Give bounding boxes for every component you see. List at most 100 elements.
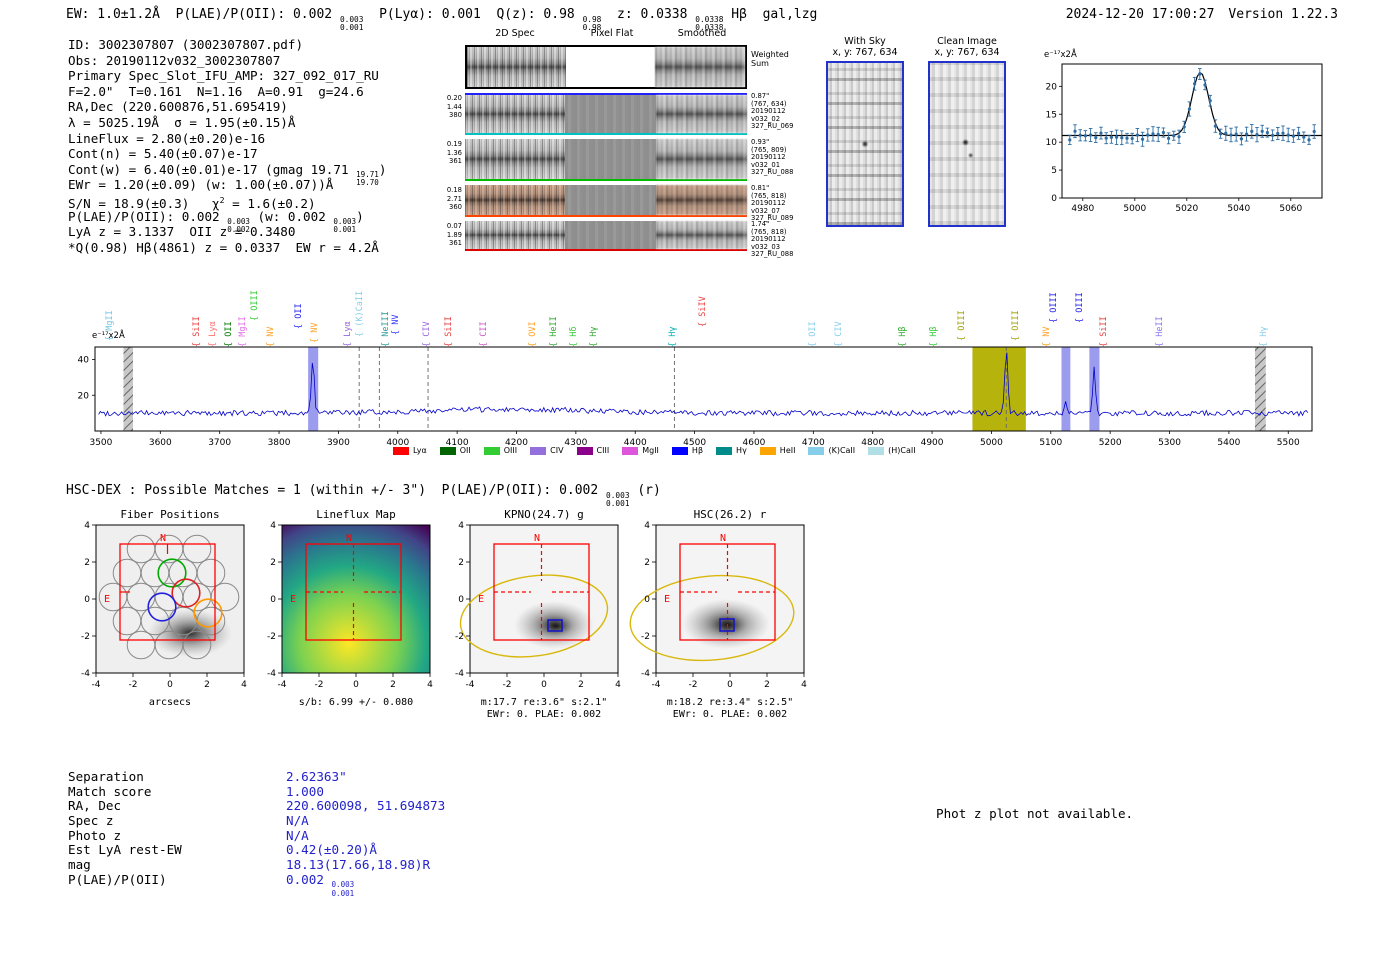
spectral-line-label: { OIII: [250, 290, 261, 321]
report-version: Version 1.22.3: [1228, 7, 1338, 22]
info-line: F=2.0" T=0.161 N=1.16 A=0.91 g=24.6: [68, 83, 364, 99]
spectral-line-label: { NV: [391, 314, 402, 335]
match-value: 220.600098, 51.694873: [286, 798, 446, 814]
kpno-g-plot: N E -4-4 -2 -2 0 0 2 2 4 4: [455, 521, 621, 690]
smoothed-image: [655, 47, 745, 87]
svg-text:5000: 5000: [980, 438, 1003, 448]
match-label: mag: [68, 857, 91, 873]
match-label: Separation: [68, 769, 144, 784]
svg-text:0: 0: [270, 595, 276, 605]
cutout-caption: EWr: 0. PLAE: 0.002: [486, 709, 602, 720]
svg-text:4200: 4200: [505, 438, 528, 448]
svg-text:4300: 4300: [564, 438, 587, 448]
spec2d-strips: [465, 139, 747, 181]
legend-swatch: [622, 446, 639, 455]
info-line: Cont(w) = 6.40(±0.01)e-17 (gmag 19.71 19…: [68, 161, 387, 188]
row-scale-labels: 0.18 2.71 360: [446, 186, 462, 211]
spectral-line-label: { OIII: [1074, 292, 1085, 323]
svg-text:4980: 4980: [1071, 204, 1094, 214]
svg-text:-4: -4: [466, 680, 475, 690]
spec2d-row: 0.18 2.71 360 0.81" (765, 818) 20190112 v032_0…: [443, 184, 815, 222]
svg-text:-4: -4: [267, 669, 276, 679]
svg-text:2: 2: [644, 558, 650, 568]
spectrum-ylabel: e⁻¹⁷x2Å: [92, 331, 125, 341]
match-label: Photo z: [68, 827, 122, 843]
legend-label: Hγ: [736, 446, 747, 455]
svg-text:3500: 3500: [89, 438, 112, 448]
row-scale-labels: 0.19 1.36 361: [446, 140, 462, 165]
tint-overlay: [465, 185, 565, 215]
legend-swatch: [808, 446, 825, 455]
svg-text:2: 2: [458, 558, 464, 568]
cutout-caption: m:18.2 re:3.4" s:2.5": [666, 697, 794, 708]
full-spectrum-chart: 3500 3600 3700 3800 3900 4000 4100 4200 4300 4400…: [78, 346, 1313, 448]
fiber-highlight-red: [171, 578, 201, 608]
compass-east: E: [290, 594, 296, 605]
cutout-captions: m:18.2 re:3.4" s:2.5" EWr: 0. PLAE: 0.002: [636, 697, 824, 721]
smoothed-image: [656, 221, 747, 249]
plot-frame: [469, 524, 619, 674]
svg-text:4500: 4500: [683, 438, 706, 448]
svg-text:-2: -2: [455, 632, 464, 642]
spec2d-row: 0.07 1.89 361 1.74" (765, 818) 20190112 v032_0…: [443, 220, 815, 258]
match-row: Separation 2.62363": [68, 769, 628, 785]
compass-east: E: [478, 594, 484, 605]
cleanimage-image: [928, 61, 1006, 227]
fiber-highlight-orange: [193, 598, 223, 628]
row-info-labels: 1.74" (765, 818) 20190112 v032_03 327_RU_088: [751, 220, 794, 259]
svg-text:4: 4: [615, 680, 621, 690]
svg-text:4800: 4800: [861, 438, 884, 448]
legend-label: Lyα: [413, 446, 427, 455]
svg-text:0: 0: [353, 680, 359, 690]
cleanimage-panel: Clean Image x, y: 767, 634: [928, 36, 1006, 227]
crosshair-dashed: [494, 544, 589, 640]
svg-text:0: 0: [458, 595, 464, 605]
svg-text:3700: 3700: [208, 438, 231, 448]
match-value: 0.42(±0.20)Å: [286, 842, 377, 858]
svg-text:4: 4: [458, 521, 464, 531]
row-scale-labels: 0.20 1.44 380: [446, 94, 462, 119]
superscript: 2: [219, 194, 225, 205]
aperture-ellipse: [459, 574, 609, 658]
match-row: P(LAE)/P(OII) 0.002 0.003 0.001: [68, 871, 628, 897]
svg-text:5020: 5020: [1175, 204, 1198, 214]
photz-note: Phot z plot not available.: [936, 806, 1134, 821]
row-info-labels: 0.93" (765, 809) 20190112 v032_01 327_RU_088: [751, 138, 794, 177]
legend-swatch: [868, 446, 885, 455]
crosshair-dashed: [306, 544, 401, 640]
svg-text:0: 0: [727, 680, 733, 690]
svg-text:4: 4: [241, 680, 247, 690]
svg-text:2: 2: [204, 680, 210, 690]
spectral-line-label: { OIII: [1010, 310, 1021, 341]
legend-label: OII: [459, 446, 471, 455]
legend-label: CIII: [596, 446, 610, 455]
cutout-caption: EWr: 0. PLAE: 0.002: [672, 709, 788, 720]
stacked-uncertainty: 0.98 0.98: [582, 14, 602, 33]
info-line: S/N = 18.9(±0.3) χ2 = 1.6(±0.2): [68, 194, 316, 212]
row-info-labels: 0.81" (765, 818) 20190112 v032_07 327_RU_089: [751, 184, 794, 223]
pixelflat-image: [565, 221, 656, 249]
legend-label: (H)CaII: [888, 446, 916, 455]
svg-text:20: 20: [1046, 82, 1058, 92]
compass-east: E: [104, 594, 110, 605]
svg-text:4600: 4600: [743, 438, 766, 448]
withsky-coords: x, y: 767, 634: [832, 47, 898, 58]
match-row: RA, Dec 220.600098, 51.694873: [68, 799, 628, 814]
match-row: Spec z N/A: [68, 813, 628, 829]
compass-east: E: [664, 594, 670, 605]
cutout-title: Fiber Positions: [120, 508, 220, 521]
aperture-ellipse: [629, 574, 795, 662]
svg-text:-4: -4: [278, 680, 287, 690]
compass-north: N: [720, 533, 726, 544]
cutout-captions: m:17.7 re:3.6" s:2.1" EWr: 0. PLAE: 0.002: [450, 697, 638, 721]
spec2d-strips: [465, 93, 747, 135]
compass-north: N: [534, 533, 540, 544]
spectral-line-label: { OIII: [1048, 292, 1059, 323]
match-row: Photo z N/A: [68, 827, 628, 844]
header-summary: EW: 1.0±1.2Å P(LAE)/P(OII): 0.002 0.003 0…: [66, 7, 818, 33]
svg-text:2: 2: [764, 680, 770, 690]
svg-text:3900: 3900: [327, 438, 350, 448]
legend-item: MgII: [622, 446, 659, 455]
match-label: P(LAE)/P(OII): [68, 871, 167, 887]
legend-label: HeII: [779, 446, 796, 455]
